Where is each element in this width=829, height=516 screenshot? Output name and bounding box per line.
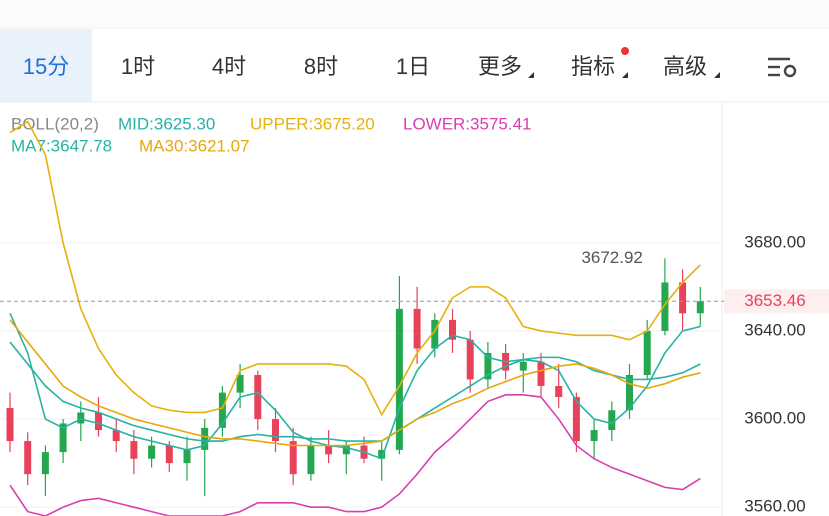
tab[interactable]: 1日: [396, 54, 430, 79]
candle-body: [272, 419, 279, 442]
candle-body: [342, 445, 350, 455]
candle-body: [519, 361, 527, 371]
y-tick-label: 3680.00: [744, 232, 805, 251]
tab[interactable]: 高级: [663, 54, 707, 79]
dropdown-icon: [622, 72, 628, 78]
candle-body: [608, 410, 616, 431]
tab-selected-bg: [0, 29, 92, 102]
tab[interactable]: 15分: [23, 54, 69, 79]
indicator-line: [9, 319, 701, 447]
y-tick-label: 3640.00: [744, 320, 805, 339]
indicator-line: [9, 394, 701, 516]
candle-body: [201, 427, 209, 450]
y-tick-label: 3600.00: [744, 409, 805, 428]
candle-body: [325, 445, 333, 455]
tab[interactable]: 1时: [121, 54, 155, 79]
legend-entry: LOWER:3575.41: [403, 114, 532, 133]
candle-body: [6, 408, 14, 442]
candle-body: [696, 301, 704, 314]
dropdown-icon: [714, 72, 720, 78]
candle-body: [289, 441, 297, 475]
candle-body: [236, 374, 244, 393]
dropdown-icon: [528, 72, 534, 78]
candle-body: [661, 282, 669, 331]
tab[interactable]: 指标: [571, 54, 615, 79]
candle-body: [484, 352, 492, 380]
plot: [6, 120, 704, 516]
legend-entry: MA7:3647.78: [11, 136, 112, 155]
legend-entry: UPPER:3675.20: [250, 114, 375, 133]
candle-body: [112, 430, 120, 442]
candle-body: [431, 319, 439, 349]
candle-body: [643, 330, 651, 375]
candle-body: [165, 445, 173, 464]
y-tick-label: 3560.00: [744, 497, 805, 516]
candle-body: [466, 339, 474, 380]
candle-body: [395, 308, 403, 450]
candle-body: [590, 430, 598, 442]
tab[interactable]: 更多: [478, 54, 522, 79]
candle-body: [254, 374, 262, 420]
legend-entry: MID:3625.30: [118, 114, 215, 133]
last-price-label: 3653.46: [744, 291, 805, 310]
candle-body: [24, 441, 32, 475]
candle-body: [41, 452, 49, 475]
candle-body: [679, 282, 687, 314]
tab[interactable]: 8时: [304, 54, 338, 79]
indicator-title: BOLL(20,2): [11, 114, 99, 133]
settings-icon[interactable]: [768, 57, 797, 78]
candle-body: [449, 319, 456, 340]
candle-body: [572, 397, 580, 442]
candle-body: [307, 445, 315, 475]
candle-body: [95, 412, 102, 431]
status-strip: [0, 0, 829, 28]
indicator-line: [9, 312, 701, 460]
legend-entry: MA30:3621.07: [139, 136, 250, 155]
indicator-line: [9, 341, 701, 442]
candle-body: [130, 441, 138, 459]
badge-dot: [621, 47, 629, 55]
candle-body: [537, 361, 545, 387]
candle-body: [218, 392, 226, 428]
indicator-line: [9, 120, 701, 417]
last-price-bg: [724, 289, 829, 314]
tab[interactable]: 4时: [212, 54, 246, 79]
candle-body: [555, 386, 563, 398]
candle-body: [626, 374, 633, 411]
candle-body: [183, 449, 191, 464]
candle-body: [378, 449, 386, 459]
candle-body: [148, 445, 156, 459]
candle-body: [77, 412, 85, 424]
high-annotation: 3672.92: [581, 248, 642, 267]
candle-body: [413, 308, 421, 349]
candle-body: [59, 423, 67, 453]
